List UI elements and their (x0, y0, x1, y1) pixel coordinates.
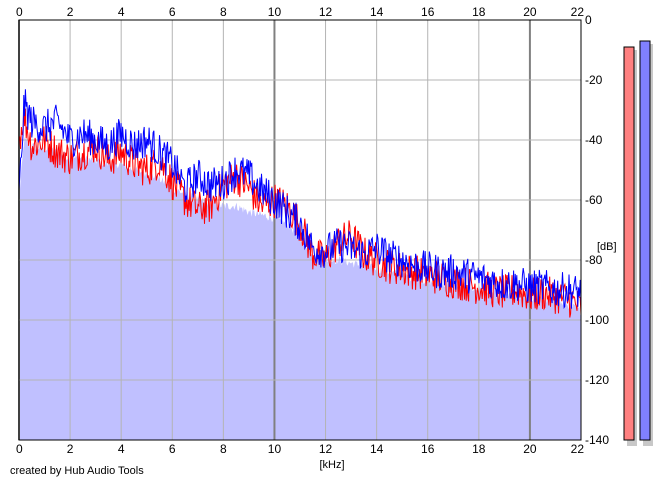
y-tick-label: -80 (585, 253, 603, 267)
x-tick-label-top: 16 (421, 5, 435, 19)
credit-text: created by Hub Audio Tools (10, 465, 144, 477)
x-tick-label-top: 6 (169, 5, 176, 19)
x-tick-label-bottom: 20 (523, 442, 537, 456)
x-tick-label-bottom: 4 (118, 442, 125, 456)
x-tick-label-top: 20 (523, 5, 537, 19)
x-tick-label-bottom: 16 (421, 442, 435, 456)
y-tick-label: 0 (585, 13, 592, 27)
x-tick-label-top: 22 (571, 5, 585, 19)
x-tick-label-bottom: 14 (370, 442, 384, 456)
y-tick-label: -20 (585, 73, 603, 87)
line-series-layer (18, 89, 582, 318)
x-tick-label-bottom: 12 (319, 442, 333, 456)
y-axis-label: [dB] (597, 241, 617, 253)
level-meter-bar (639, 40, 651, 441)
x-tick-label-bottom: 6 (169, 442, 176, 456)
x-tick-label-top: 2 (67, 5, 74, 19)
x-tick-label-bottom: 2 (67, 442, 74, 456)
x-axis-label: [kHz] (319, 459, 344, 471)
y-tick-label: -60 (585, 193, 603, 207)
tick-labels: 002244668810101212141416161818202022220-… (16, 5, 609, 456)
x-tick-label-top: 8 (220, 5, 227, 19)
level-meter-bar (623, 46, 635, 441)
x-tick-label-top: 4 (118, 5, 125, 19)
x-tick-label-bottom: 18 (472, 442, 486, 456)
plot-border (18, 19, 582, 441)
x-tick-label-bottom: 22 (571, 442, 585, 456)
y-tick-label: -140 (585, 433, 609, 447)
x-tick-label-bottom: 8 (220, 442, 227, 456)
x-tick-label-top: 12 (319, 5, 333, 19)
x-tick-label-top: 10 (268, 5, 282, 19)
x-tick-label-top: 18 (472, 5, 486, 19)
fill-series-layer (19, 137, 581, 440)
x-tick-label-bottom: 0 (16, 442, 23, 456)
y-tick-label: -100 (585, 313, 609, 327)
series-line-1 (18, 89, 582, 310)
y-tick-label: -120 (585, 373, 609, 387)
x-tick-label-bottom: 10 (268, 442, 282, 456)
x-tick-label-top: 14 (370, 5, 384, 19)
level-meters (623, 40, 653, 446)
y-tick-label: -40 (585, 133, 603, 147)
series-fill-area (19, 137, 581, 440)
x-tick-label-top: 0 (16, 5, 23, 19)
